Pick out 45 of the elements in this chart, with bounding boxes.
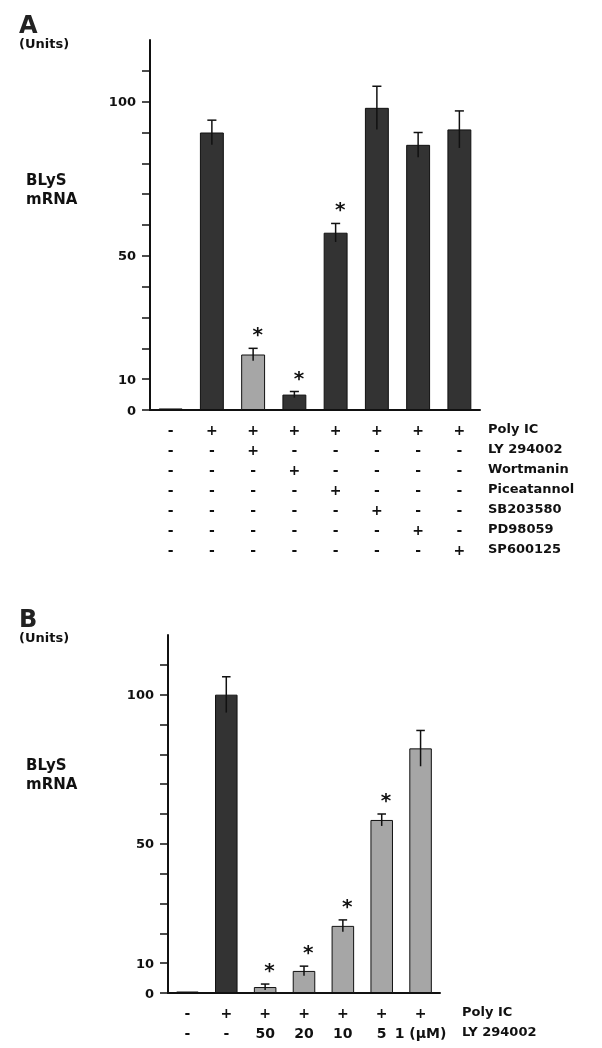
- x-tick-label: + - - - - + -: [412, 422, 424, 558]
- x-tick-label: - -: [184, 1005, 191, 1041]
- y-tick-label: 0: [126, 402, 136, 418]
- text: SP600125: [488, 541, 562, 556]
- x-tick-label: + - - - - - -: [206, 422, 218, 558]
- chart-title: B: [19, 605, 38, 633]
- data-label: *: [303, 940, 315, 965]
- x-tick-label: + -: [220, 1005, 233, 1041]
- text: Poly IC: [488, 421, 539, 436]
- y-tick-label: 10: [117, 371, 136, 387]
- text: PD98059: [488, 521, 554, 536]
- x-tick-label: + 50: [255, 1005, 276, 1041]
- y-axis-title: BLyS mRNA: [26, 755, 78, 793]
- y-tick-label: 100: [126, 687, 154, 703]
- x-tick-label: + - + - - - -: [288, 422, 301, 558]
- x-tick-label: + 5: [375, 1005, 388, 1041]
- chart-title: A: [19, 11, 38, 39]
- data-label: *: [293, 365, 305, 390]
- text: Piceatannol: [488, 481, 575, 496]
- text: LY 294002: [488, 441, 563, 456]
- text: Wortmanin: [488, 461, 569, 476]
- x-tick-label: + - - - + - -: [371, 422, 383, 558]
- text: (Units): [19, 630, 70, 645]
- data-label: *: [341, 893, 353, 918]
- data-label: *: [334, 197, 346, 222]
- y-tick-label: 50: [117, 248, 136, 264]
- x-tick-label: + + - - - - -: [247, 422, 259, 558]
- x-tick-label: + 20: [294, 1005, 314, 1041]
- y-tick-label: 100: [108, 94, 136, 110]
- text: Poly IC: [462, 1004, 513, 1019]
- x-tick-label: + - - + - - -: [329, 422, 342, 558]
- y-axis-title: BLyS mRNA: [26, 170, 78, 208]
- text: LY 294002: [462, 1024, 537, 1039]
- x-tick-label: + 10: [333, 1005, 353, 1041]
- y-tick-label: 50: [135, 836, 154, 852]
- y-tick-label: 10: [135, 955, 154, 971]
- text: (Units): [19, 36, 70, 51]
- data-label: *: [264, 958, 276, 983]
- data-label: *: [380, 788, 392, 812]
- text: SB203580: [488, 501, 562, 516]
- y-tick-label: 0: [144, 985, 154, 1001]
- data-label: *: [252, 322, 264, 347]
- x-tick-label: + 1 (μM): [394, 1005, 447, 1041]
- x-tick-label: + - - - - - +: [453, 422, 466, 558]
- x-tick-label: - - - - - - -: [167, 422, 174, 558]
